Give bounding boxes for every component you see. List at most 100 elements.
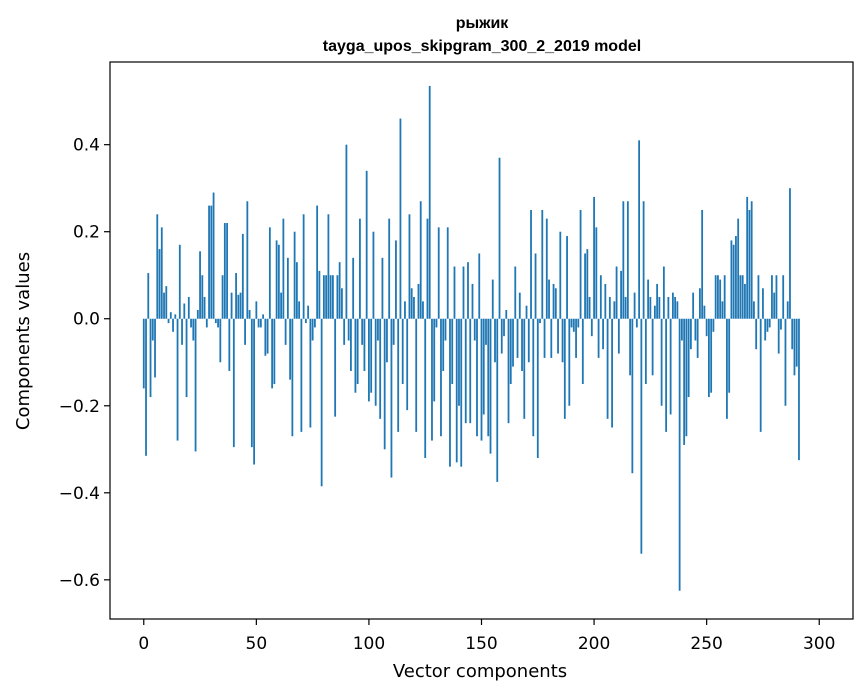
plot-frame [109,61,854,620]
bar [732,244,735,319]
y-tick-label: 0.0 [73,310,100,330]
bars [142,85,800,591]
bar [703,305,706,319]
bar [345,144,348,319]
bar [762,288,764,319]
bar [455,318,458,463]
bar [602,318,604,350]
bar [300,318,303,432]
bar [460,318,463,467]
bar [374,318,377,406]
bar [478,253,481,319]
bar [611,318,613,428]
y-axis-label: Components values [13,252,34,430]
bar [557,318,559,354]
bar [500,318,503,354]
bar [640,318,643,554]
bar [744,283,746,319]
bar [584,253,586,319]
bar [615,266,618,319]
bar [363,318,366,371]
bar [149,318,152,398]
bar [719,279,722,319]
bar [523,318,526,419]
bar [433,318,436,402]
bar [599,275,602,319]
bar [415,318,418,432]
bar [541,209,544,319]
bar [717,275,719,319]
bar [771,275,773,319]
bar [336,275,339,319]
bar [426,218,429,319]
bar [471,283,474,319]
bar [793,318,796,376]
bar [665,318,668,432]
bar [660,318,663,406]
bar [699,288,701,319]
bar [379,318,382,419]
bar [782,275,785,319]
bar [397,318,400,432]
chart-title: рыжик [456,15,510,32]
bar [311,318,314,341]
bar [413,296,415,319]
bar [748,209,751,319]
bar [246,201,249,319]
bar [142,318,145,389]
bar [550,318,553,358]
bar [766,318,769,332]
bar [273,318,276,385]
bar [453,266,456,319]
bar [422,301,424,319]
y-tick-label: 0.4 [73,136,100,156]
bar [280,292,283,319]
bar [322,275,325,319]
bar [491,279,494,319]
bar [271,318,274,389]
bar [507,318,510,424]
bar [570,318,573,328]
bar [644,318,647,385]
bar [446,227,449,319]
bar [780,318,782,330]
bar [509,318,512,385]
bar [543,318,546,358]
bar [401,318,404,385]
bar [309,318,312,428]
bar [196,310,199,319]
bar [147,273,150,319]
bar [617,318,620,354]
bar [410,288,413,319]
bar [714,275,717,319]
bar [325,275,328,319]
bar [286,257,289,319]
bar [798,318,800,461]
bar [726,318,728,419]
bar [334,318,337,417]
bar [791,318,794,350]
bar [282,218,285,319]
bar [469,318,472,424]
bar [572,318,575,332]
y-ticks: −0.6 −0.4 −0.2 0.0 0.2 0.4 [59,136,110,591]
bar [516,318,519,358]
bar [275,240,278,319]
bar [656,283,659,319]
y-tick-label: −0.4 [59,484,100,504]
bar [494,318,496,363]
bar [647,279,650,319]
bar [386,318,388,363]
bar [701,209,704,319]
bar [638,140,641,319]
bar [347,318,350,341]
bar [649,296,652,319]
bar [338,262,341,319]
bar [440,318,442,437]
bar [676,301,679,319]
bar [320,318,323,487]
bar [680,318,683,341]
bar [566,236,568,319]
bar [739,275,742,319]
